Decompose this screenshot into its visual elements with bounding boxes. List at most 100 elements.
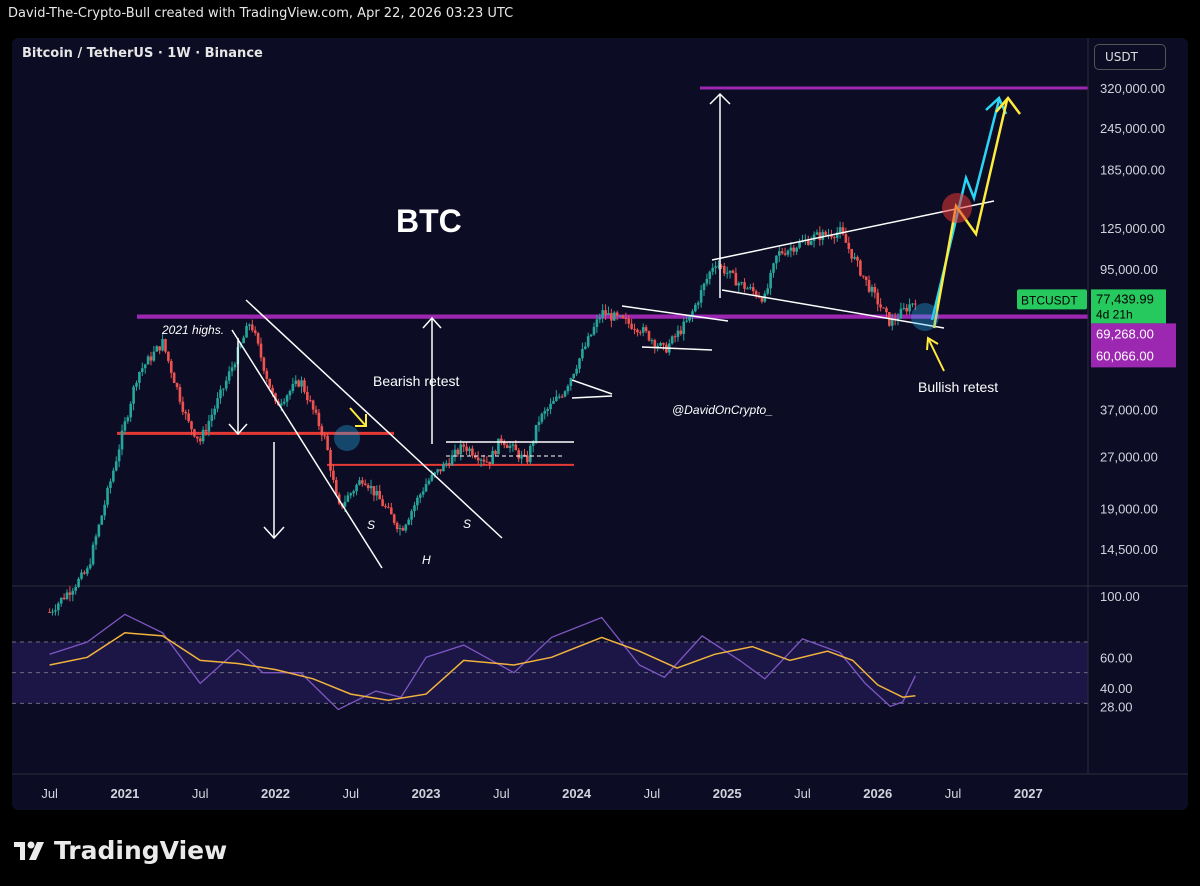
time-tick-label: Jul [342,786,359,801]
candle [552,401,555,404]
candle [650,340,654,342]
bullish-retest-label: Bullish retest [918,379,998,395]
candle [702,283,706,291]
time-tick-label: 2023 [412,786,441,801]
candle [905,307,909,312]
candle [815,232,819,235]
candle [358,480,361,485]
candle [62,597,66,600]
candle [734,272,738,286]
candle [181,401,185,412]
candle [479,459,483,461]
candle [867,279,871,292]
candle [595,319,599,327]
arrow-head [263,526,285,540]
symbol-title[interactable]: Bitcoin / TetherUS · 1W · Binance [22,46,263,61]
candle [670,336,674,344]
candle [546,409,549,411]
candle [91,544,95,565]
time-tick-label: 2025 [713,786,742,801]
candle [196,436,199,439]
currency-unit-button[interactable]: USDT [1094,44,1166,70]
candle [699,290,703,303]
price-chart-svg[interactable]: BTC 2021 highs. Bearish retest Bullish r… [12,38,1188,810]
candle [520,454,523,459]
candle [566,386,570,392]
candle [586,336,590,347]
candle [870,286,874,292]
candle [126,417,130,422]
time-tick-label: Jul [644,786,661,801]
time-tick-label: Jul [945,786,962,801]
candle [468,448,471,452]
candle [378,490,382,500]
candle [624,317,628,319]
candle [789,247,793,251]
candle [882,307,885,309]
price-tick-label: 14,500.00 [1100,542,1158,557]
symbol-badge-label: BTCUSDT [1021,293,1078,307]
candle [363,483,367,486]
channel-line [721,289,945,329]
price-tick-label: 320,000.00 [1100,81,1165,96]
candle [830,234,833,238]
candle [844,234,848,243]
candle [746,288,749,290]
candle [201,429,205,442]
candle [198,438,202,442]
candle [184,411,188,414]
candle [543,410,547,414]
yellow-pointer [349,407,367,427]
candle [320,426,324,436]
candle [806,239,810,245]
candle [224,380,228,389]
candle [297,380,300,387]
candle [175,383,179,388]
candle [85,568,89,574]
candle [514,444,518,451]
candle [560,396,564,398]
candle [450,455,454,466]
candle [555,396,558,402]
candle [589,334,593,337]
candle [908,304,911,312]
candle [491,450,494,465]
candle [453,449,457,456]
candle [508,445,512,449]
candle [114,461,118,471]
candle [569,378,573,387]
candle [531,441,535,446]
candle [343,501,347,507]
candle [873,286,877,293]
candle [766,288,770,294]
candle [48,612,51,614]
candle [502,441,506,445]
candle [497,438,500,455]
price-tick-label: 27,000.00 [1100,449,1158,464]
candle [361,480,364,484]
candle [636,329,639,333]
candle [714,266,717,268]
candle [476,457,480,461]
candle [812,234,816,241]
candle [317,412,321,427]
candle [824,231,827,235]
candle [143,364,147,369]
candle [418,494,422,498]
candle [372,486,376,496]
level-value: 60,066.00 [1096,348,1154,363]
candle [210,414,214,421]
candle [384,506,387,508]
candle [864,276,868,280]
candle [421,491,425,495]
candle [109,481,112,488]
candle [494,450,497,455]
candle [722,266,726,274]
tradingview-logo[interactable]: TradingView [14,836,227,865]
candle [688,316,691,321]
candle [308,400,312,402]
candle [51,611,54,613]
candle [578,358,581,369]
candle [682,321,686,334]
candle [592,326,596,335]
